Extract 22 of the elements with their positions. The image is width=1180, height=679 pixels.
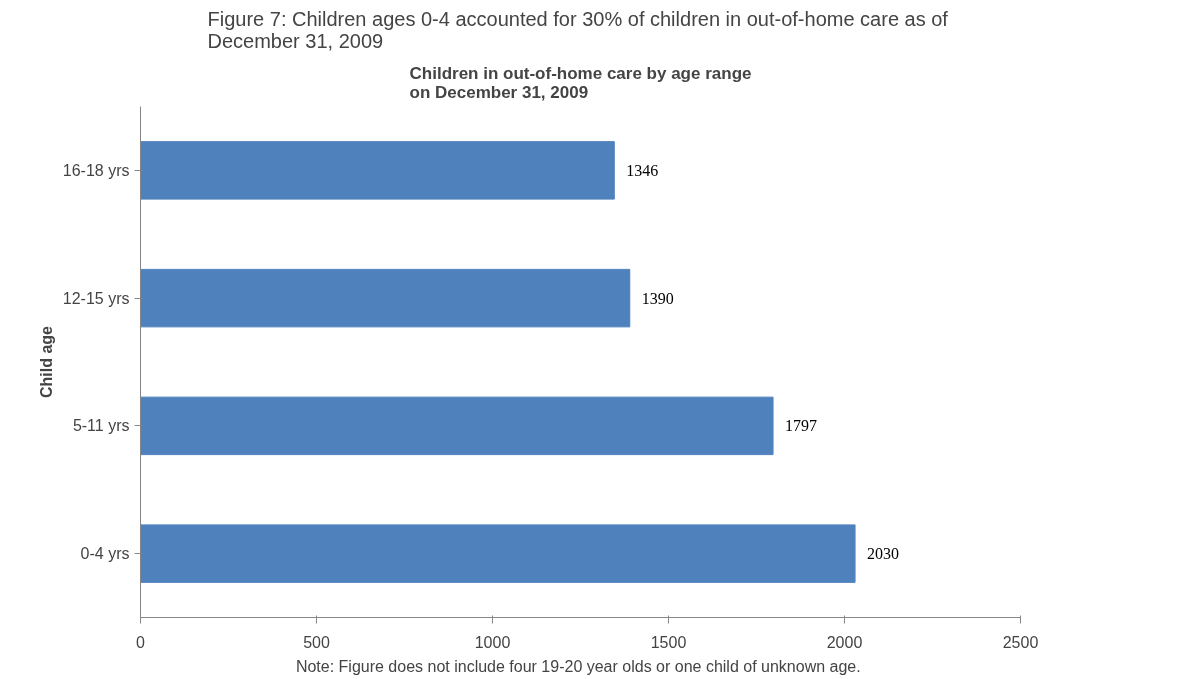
y-axis-title: Child age — [37, 325, 55, 398]
x-tick-label: 500 — [303, 633, 330, 651]
y-tick-label: 16-18 yrs — [62, 161, 130, 179]
y-tick-label: 5-11 yrs — [72, 417, 130, 435]
bar — [140, 524, 856, 583]
x-tick-label: 0 — [136, 633, 146, 651]
y-tick-label: 0-4 yrs — [80, 545, 130, 563]
chart-subtitle: Children in out-of-home care by age range on December 31, 2009 — [409, 63, 752, 102]
x-tick-label: 2500 — [1002, 633, 1039, 651]
data-label: 2030 — [867, 545, 900, 563]
bar — [140, 396, 774, 456]
x-tick-label: 1000 — [474, 633, 511, 651]
data-label: 1390 — [641, 289, 674, 307]
y-tick-label: 12-15 yrs — [62, 289, 130, 307]
data-label: 1346 — [626, 161, 659, 179]
chart-title: Figure 7: Children ages 0-4 accounted for 30% of children in out-of-home care as of December 31, 2009 — [207, 7, 949, 52]
x-tick-label: 1500 — [650, 633, 687, 651]
text: Note: Figure does not include four 19-20 year olds or one child of unknown age. — [295, 657, 861, 675]
bar — [140, 268, 631, 328]
data-label: 1797 — [785, 417, 818, 435]
bar — [140, 141, 615, 200]
x-tick-label: 2000 — [826, 633, 863, 651]
